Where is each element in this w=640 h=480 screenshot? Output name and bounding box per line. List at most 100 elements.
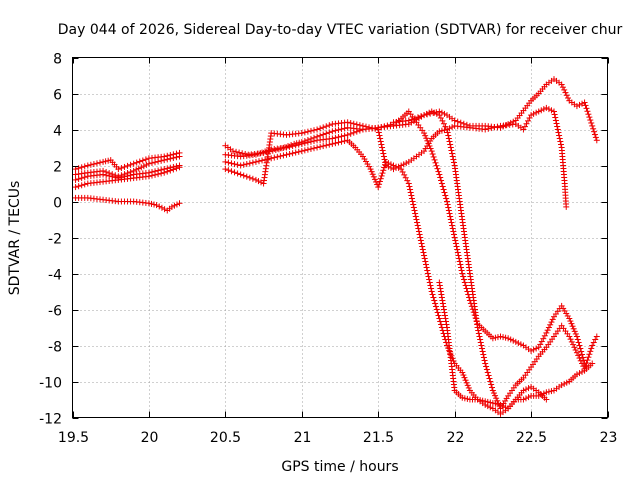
data-point [460, 372, 467, 379]
data-point [505, 335, 512, 342]
data-point [413, 216, 420, 223]
data-point [426, 276, 433, 283]
vertical-gridlines [149, 57, 532, 418]
data-point [461, 395, 468, 402]
data-point [255, 178, 262, 185]
data-point [152, 171, 159, 178]
data-point [155, 158, 162, 165]
data-point [341, 132, 348, 139]
data-point [461, 374, 468, 381]
data-point [417, 237, 424, 244]
data-point [317, 143, 324, 150]
data-point [139, 157, 146, 164]
data-point [544, 327, 551, 334]
data-point [462, 377, 469, 384]
data-point [430, 294, 437, 301]
data-point [447, 213, 454, 220]
data-point [545, 324, 552, 331]
data-point [502, 334, 509, 341]
data-point [444, 201, 451, 208]
data-point [436, 279, 443, 286]
data-point [450, 228, 457, 235]
data-point [553, 120, 560, 127]
y-tick-labels: -12 -10 -8 -6 -4 -2 0 2 4 6 8 [39, 52, 62, 428]
data-point [460, 273, 467, 280]
data-point [347, 120, 354, 127]
data-point [548, 388, 555, 395]
data-point [475, 330, 482, 337]
data-point [455, 252, 462, 259]
data-point [286, 150, 293, 157]
data-point [448, 219, 455, 226]
data-point [100, 171, 107, 178]
data-point [75, 165, 82, 172]
data-markers [72, 76, 600, 417]
data-point [414, 114, 421, 121]
data-point [548, 107, 555, 114]
data-point [459, 369, 466, 376]
data-point [474, 396, 481, 403]
data-point [102, 158, 109, 165]
series-track-e [72, 76, 600, 214]
data-point [577, 357, 584, 364]
data-point [377, 175, 384, 182]
data-point [176, 153, 183, 160]
x-tick-label: 22.5 [516, 430, 547, 446]
data-point [433, 162, 440, 169]
data-point [72, 176, 79, 183]
data-point [173, 165, 180, 172]
data-point [378, 172, 385, 179]
data-point [434, 165, 441, 172]
data-point [405, 117, 412, 124]
y-tick-label: -8 [48, 340, 62, 356]
data-point [222, 166, 229, 173]
data-point [437, 114, 444, 121]
data-point [538, 391, 545, 398]
data-point [243, 173, 250, 180]
data-point [430, 153, 437, 160]
data-point [482, 360, 489, 367]
data-point [298, 140, 305, 147]
data-point [237, 171, 244, 178]
data-point [246, 174, 253, 181]
data-point [562, 89, 569, 96]
data-point [449, 124, 456, 131]
data-point [424, 267, 431, 274]
x-tick-label: 21.5 [363, 430, 394, 446]
data-point [369, 125, 376, 132]
data-point [344, 119, 351, 126]
data-point [543, 329, 550, 336]
data-point [585, 111, 592, 118]
data-point [233, 148, 240, 155]
data-point [543, 389, 550, 396]
data-point [537, 341, 544, 348]
data-point [268, 155, 275, 162]
data-point [489, 384, 496, 391]
data-point [356, 127, 363, 134]
data-point [414, 219, 421, 226]
data-point [332, 127, 339, 134]
data-point [338, 126, 345, 133]
data-point [530, 346, 537, 353]
data-point [161, 169, 168, 176]
data-point [173, 201, 180, 208]
data-point [332, 134, 339, 141]
data-point [314, 144, 321, 151]
data-point [510, 337, 517, 344]
data-point [558, 141, 565, 148]
data-point [421, 130, 428, 137]
data-point [418, 240, 425, 247]
data-point [385, 163, 392, 170]
data-point [121, 163, 128, 170]
data-point [576, 370, 583, 377]
data-point [543, 104, 550, 111]
data-point [558, 81, 565, 88]
data-point [573, 103, 580, 110]
data-point [377, 138, 384, 145]
data-point [500, 403, 507, 410]
data-point [156, 203, 163, 210]
data-point [535, 392, 542, 399]
data-point [576, 342, 583, 349]
data-point [395, 163, 402, 170]
x-tick-labels: 19.5 20 20.5 21 21.5 22 22.5 23 [58, 430, 618, 446]
